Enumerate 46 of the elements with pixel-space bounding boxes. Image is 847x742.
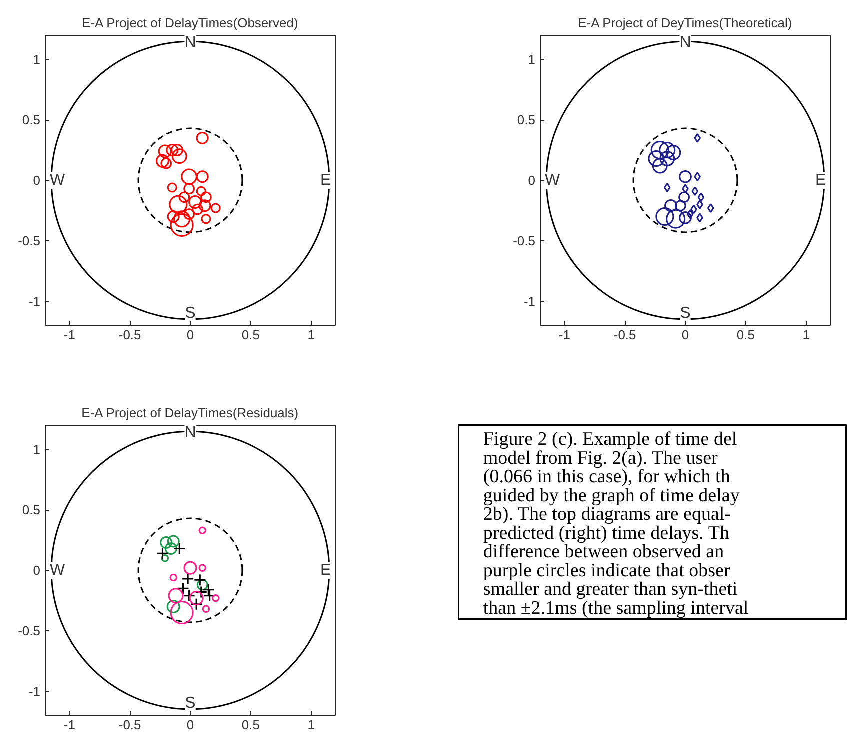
y-tick-label: 0.5	[22, 112, 41, 128]
chart-title: E-A Project of DelayTimes(Residuals)	[82, 406, 299, 420]
x-tick-label: 0	[682, 328, 690, 342]
y-tick-label: -0.5	[513, 233, 536, 248]
y-tick-label: 0.5	[517, 112, 536, 128]
y-tick-label: 0	[528, 173, 536, 188]
y-tick-label: -1	[28, 294, 41, 309]
x-tick-label: -1	[64, 718, 76, 732]
y-tick-label: 0.5	[22, 502, 41, 518]
text: purple circles indicate that obser	[483, 560, 731, 582]
x-tick-label: 1	[308, 718, 315, 732]
x-tick-label: 0.5	[242, 328, 260, 342]
annotation: W	[50, 562, 66, 579]
y-tick-label: -1	[28, 684, 41, 699]
y-tick-label: 1	[33, 52, 41, 68]
annotation: W	[545, 172, 562, 189]
x-tick-label: 0.5	[242, 718, 260, 732]
x-tick-label: -0.5	[118, 328, 142, 342]
annotation: E	[320, 562, 332, 579]
annotation: W	[50, 172, 66, 189]
x-tick-label: 0	[186, 328, 194, 342]
annotation: N	[184, 34, 196, 52]
chart-title: E-A Project of DelayTimes(Observed)	[82, 16, 298, 30]
x-tick-label: 1	[308, 328, 315, 342]
y-tick-label: -1	[524, 294, 536, 309]
chart-title: E-A Project of DeyTimes(Theoretical)	[578, 16, 792, 30]
x-tick-label: -1	[558, 328, 570, 342]
annotation: E	[320, 172, 332, 189]
x-tick-label: 0	[186, 718, 194, 732]
x-tick-label: -0.5	[614, 328, 636, 342]
y-tick-label: 0	[33, 563, 41, 578]
annotation: E	[815, 172, 826, 189]
y-tick-label: -0.5	[18, 233, 41, 248]
y-tick-label: 1	[33, 442, 41, 458]
text: smaller and greater than syn-theti	[483, 579, 738, 600]
annotation: N	[184, 424, 196, 442]
text: guided by the graph of time delay	[483, 485, 740, 506]
x-tick-label: -0.5	[118, 718, 142, 732]
annotation: N	[680, 34, 692, 52]
y-tick-label: 1	[528, 52, 536, 68]
y-tick-label: -0.5	[18, 623, 41, 638]
caption: Figure 2 (c). Example of time del	[483, 429, 738, 450]
x-tick-label: 0.5	[736, 328, 755, 342]
x-tick-label: -1	[64, 328, 76, 342]
y-tick-label: 0	[33, 173, 41, 188]
x-tick-label: 1	[802, 328, 810, 342]
